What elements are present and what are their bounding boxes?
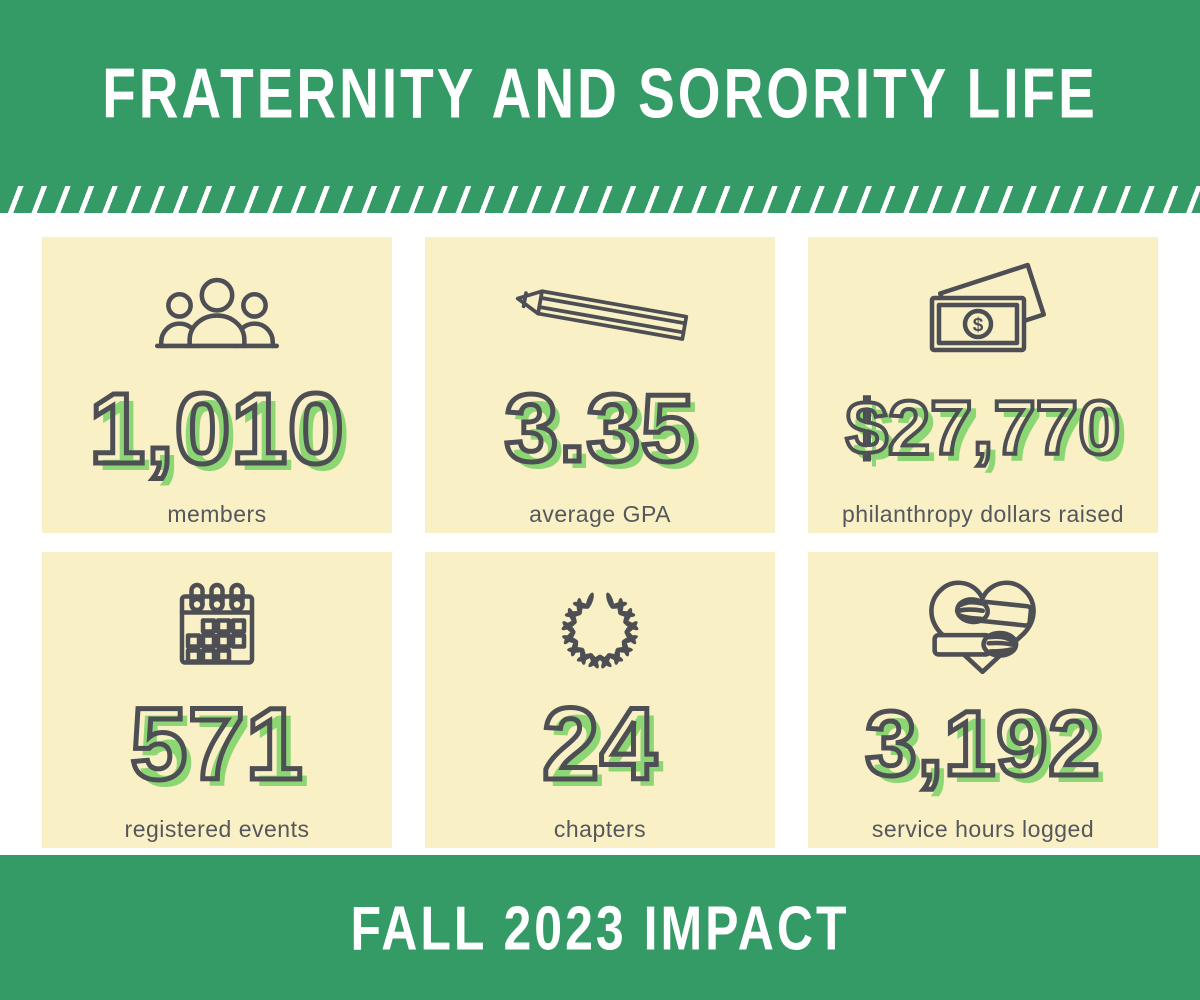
stats-grid: 1,010 1,010 members: [0, 213, 1200, 848]
stat-card-philanthropy: $ $27,770 $27,770 philanthropy dollars ra…: [808, 237, 1158, 533]
stat-value-members: 1,010 1,010: [87, 373, 352, 492]
page-title: FRATERNITY AND SORORITY LIFE: [102, 53, 1098, 133]
stat-label-average-gpa: average GPA: [529, 501, 671, 527]
heart-hug-icon: [914, 562, 1052, 694]
footer-banner: FALL 2023 IMPACT: [0, 855, 1200, 1000]
stat-label-chapters: chapters: [553, 816, 647, 842]
footer-title: FALL 2023 IMPACT: [350, 892, 850, 963]
stat-card-members: 1,010 1,010 members: [42, 237, 392, 533]
diagonal-stripe-divider: [0, 186, 1200, 213]
stat-value-registered-events: 571 571: [128, 687, 311, 808]
stat-value-average-gpa: 3.35 3.35: [502, 375, 703, 489]
people-group-icon: [151, 247, 283, 379]
stat-label-members: members: [167, 501, 267, 527]
stat-card-registered-events: 571 571 registered events: [42, 552, 392, 848]
stat-card-chapters: 24 24 chapters: [425, 552, 775, 848]
stat-card-service-hours: 3,192 3,192 service hours logged: [808, 552, 1158, 848]
header-banner: FRATERNITY AND SORORITY LIFE: [0, 0, 1200, 186]
stats-section: 1,010 1,010 members: [0, 213, 1200, 855]
laurel-wreath-icon: [546, 562, 654, 694]
money-bills-icon: $: [916, 247, 1051, 379]
stat-label-philanthropy: philanthropy dollars raised: [842, 501, 1124, 527]
stat-value-chapters: 24 24: [540, 687, 665, 808]
stat-label-service-hours: service hours logged: [871, 816, 1095, 842]
calendar-icon: [162, 562, 272, 694]
stat-card-average-gpa: 3.35 3.35 average GPA: [425, 237, 775, 533]
stat-label-registered-events: registered events: [124, 816, 310, 842]
dollar-sign-glyph: $: [972, 315, 983, 336]
stat-value-philanthropy: $27,770 $27,770: [844, 386, 1128, 478]
stat-value-service-hours: 3,192 3,192: [863, 693, 1108, 802]
pencil-icon: [502, 247, 698, 379]
